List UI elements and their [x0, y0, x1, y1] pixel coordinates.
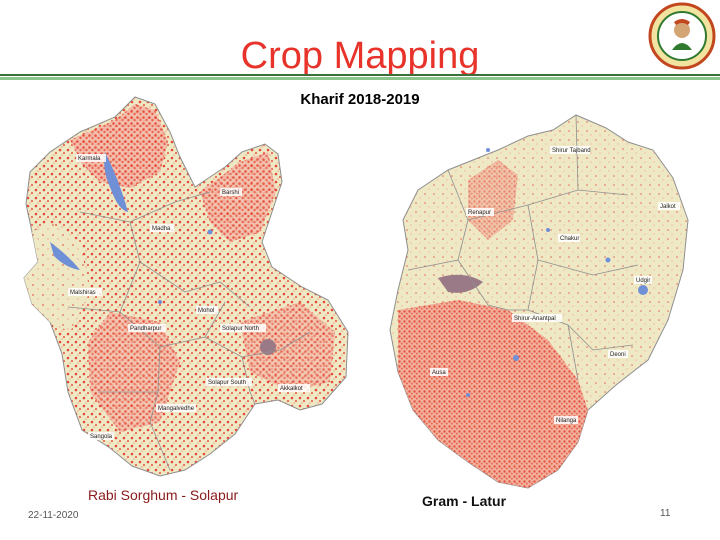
right-map-caption: Gram - Latur — [422, 493, 507, 509]
label-deoni: Deoni — [610, 352, 626, 358]
label-jalkot: Jalkot — [660, 204, 676, 210]
label-shirur-tajband: Shirur Tajband — [552, 148, 591, 154]
solapur-taluka-labels: Karmala Barshi Madha Malshiras Pandharpu… — [68, 154, 310, 440]
label-mangalvedhe: Mangalvedhe — [158, 406, 195, 412]
label-ausa: Ausa — [432, 370, 446, 376]
season-subtitle: Kharif 2018-2019 — [300, 91, 420, 108]
label-solapur-south: Solapur South — [208, 380, 246, 386]
label-nilanga: Nilanga — [556, 418, 577, 424]
label-pandharpur: Pandharpur — [130, 326, 161, 332]
label-barshi: Barshi — [222, 190, 239, 196]
label-renapur: Renapur — [468, 210, 491, 216]
label-mohol: Mohol — [198, 308, 214, 314]
organization-seal-logo — [648, 2, 716, 70]
label-madha: Madha — [152, 226, 171, 232]
label-malshiras: Malshiras — [70, 290, 96, 296]
label-chakur: Chakur — [560, 236, 579, 242]
label-solapur-north: Solapur North — [222, 326, 259, 332]
slide-date: 22-11-2020 — [28, 510, 79, 521]
title-underline — [0, 74, 720, 76]
label-udgir: Udgir — [636, 278, 650, 284]
slide-title: Crop Mapping — [240, 35, 480, 77]
slide-page-number: 11 — [660, 508, 671, 519]
solapur-crop-map: Karmala Barshi Madha Malshiras Pandharpu… — [10, 92, 355, 482]
latur-crop-map: Shirur Tajband Renapur Chakur Jalkot Udg… — [378, 110, 708, 495]
label-sangola: Sangola — [90, 434, 113, 440]
label-karmala: Karmala — [78, 156, 101, 162]
left-map-caption: Rabi Sorghum - Solapur — [88, 487, 239, 503]
label-akkalkot: Akkalkot — [280, 386, 303, 392]
latur-taluka-labels: Shirur Tajband Renapur Chakur Jalkot Udg… — [430, 146, 680, 424]
title-underline-accent — [0, 77, 720, 80]
label-shirur-anantpal: Shirur-Anantpal — [514, 316, 556, 322]
